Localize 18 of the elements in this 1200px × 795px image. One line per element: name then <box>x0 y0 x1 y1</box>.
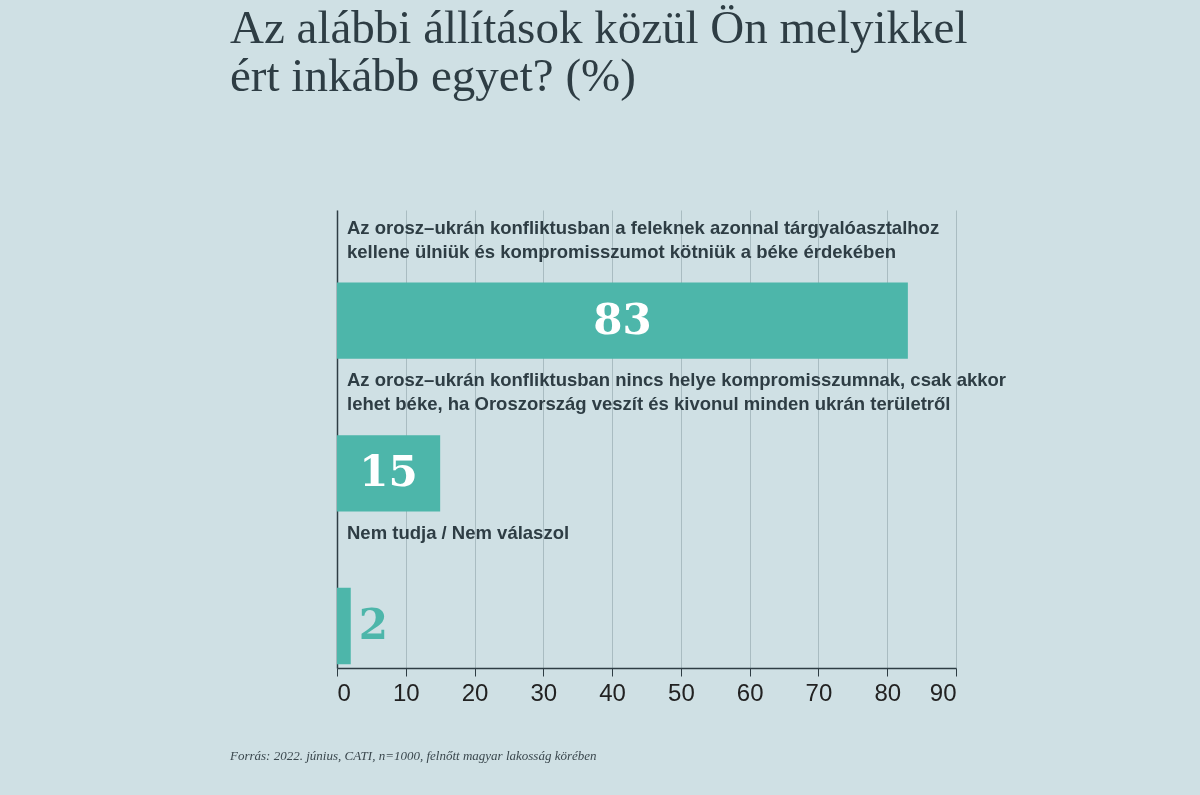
data-label: 2 <box>358 600 388 650</box>
x-tick-label: 10 <box>392 678 420 706</box>
x-tick-label: 20 <box>461 678 489 706</box>
x-tick-label: 60 <box>736 678 764 706</box>
x-tick-label: 0 <box>337 678 351 706</box>
x-tick-label: 90 <box>929 678 957 706</box>
y-tick-label: Az orosz–ukrán konfliktusban a feleknek azonnal tárgyalóasztalhoz kellene ülniük és kompromisszumot kötniük a béke érdekében <box>347 216 940 262</box>
y-tick-label: Az orosz–ukrán konfliktusban nincs helye kompromisszumnak, csak akkor lehet béke, ha Oroszország veszít és kivonul minden ukrán területről <box>347 369 1007 415</box>
data-label: 15 <box>359 447 418 497</box>
x-tick-label: 30 <box>530 678 558 706</box>
x-tick-label: 40 <box>599 678 626 706</box>
chart-title: Az alábbi állítások közül Ön melyikkel ért inkább egyet? (%) <box>230 1 968 101</box>
x-tick-label: 80 <box>874 678 902 706</box>
text: Forrás: 2022. június, CATI, n=1000, felnőtt magyar lakosság körében <box>229 748 597 763</box>
data-label: 83 <box>593 294 652 344</box>
x-tick-label: 70 <box>805 678 833 706</box>
x-tick-label: 50 <box>668 678 695 706</box>
y-tick-label: Nem tudja / Nem válaszol <box>347 521 570 543</box>
